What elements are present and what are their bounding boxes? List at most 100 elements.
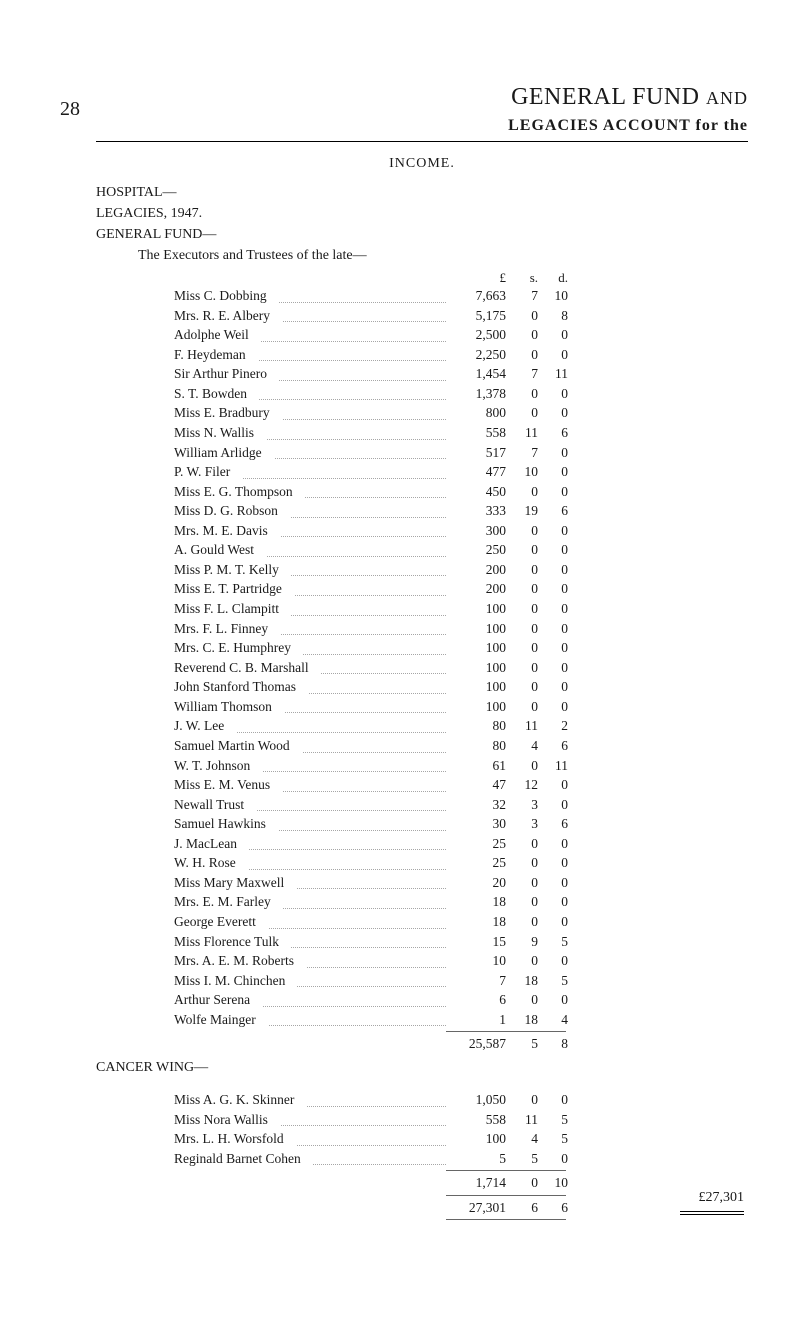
list-item: Mrs. M. E. Davis30000 [96, 521, 748, 541]
section-executors: The Executors and Trustees of the late— [138, 245, 748, 266]
list-item: S. T. Bowden1,37800 [96, 384, 748, 404]
title-suffix: AND [706, 88, 748, 108]
amount-shillings: 0 [512, 677, 542, 697]
amount-pounds: 800 [446, 403, 512, 423]
amount-shillings: 4 [512, 1129, 542, 1149]
item-label: Miss P. M. T. Kelly [96, 560, 446, 580]
item-label: S. T. Bowden [96, 384, 446, 404]
amount-shillings: 7 [512, 443, 542, 463]
amount-shillings: 0 [512, 599, 542, 619]
list-item: William Thomson10000 [96, 697, 748, 717]
amount-pounds: 1,454 [446, 364, 512, 384]
income-label: INCOME. [96, 156, 748, 172]
amount-pounds: 100 [446, 677, 512, 697]
amount-pounds: 558 [446, 1110, 512, 1130]
amount-shillings: 19 [512, 501, 542, 521]
item-label: Mrs. A. E. M. Roberts [96, 951, 446, 971]
list-item: Miss A. G. K. Skinner1,05000 [96, 1090, 748, 1110]
item-label: Wolfe Mainger [96, 1010, 446, 1030]
cancer-subtotal: 1,714 0 10 [96, 1173, 748, 1193]
amount-pence: 5 [542, 971, 568, 991]
list-item: Wolfe Mainger1184 [96, 1010, 748, 1030]
amount-shillings: 3 [512, 795, 542, 815]
amount-pence: 0 [542, 443, 568, 463]
item-label: J. MacLean [96, 834, 446, 854]
amount-pence: 6 [542, 423, 568, 443]
amount-pounds: 100 [446, 658, 512, 678]
item-label: Newall Trust [96, 795, 446, 815]
amount-shillings: 0 [512, 482, 542, 502]
amount-pounds: 25 [446, 853, 512, 873]
amount-pence: 0 [542, 892, 568, 912]
amount-pence: 11 [542, 364, 568, 384]
item-label: Miss A. G. K. Skinner [96, 1090, 446, 1110]
item-label: Miss E. Bradbury [96, 403, 446, 423]
amount-pence: 0 [542, 521, 568, 541]
amount-pounds: 61 [446, 756, 512, 776]
amount-shillings: 0 [512, 403, 542, 423]
list-item: Miss Nora Wallis558115 [96, 1110, 748, 1130]
item-label: P. W. Filer [96, 462, 446, 482]
amount-pounds: 1,378 [446, 384, 512, 404]
amount-pence: 11 [542, 756, 568, 776]
amount-pence: 0 [542, 560, 568, 580]
list-item: Mrs. L. H. Worsfold10045 [96, 1129, 748, 1149]
amount-pounds: 2,250 [446, 345, 512, 365]
amount-pounds: 27,301 [446, 1198, 512, 1218]
amount-pence: 0 [542, 638, 568, 658]
subtotal-rule [446, 1195, 566, 1196]
item-label: Miss D. G. Robson [96, 501, 446, 521]
list-item: Mrs. F. L. Finney10000 [96, 619, 748, 639]
amount-pounds: 10 [446, 951, 512, 971]
header-pence: d. [542, 270, 568, 286]
amount-pounds: 7,663 [446, 286, 512, 306]
item-label: A. Gould West [96, 540, 446, 560]
amount-shillings: 0 [512, 345, 542, 365]
amount-pence: 0 [542, 834, 568, 854]
amount-pounds: 25,587 [446, 1034, 512, 1054]
amount-shillings: 4 [512, 736, 542, 756]
item-label: Miss I. M. Chinchen [96, 971, 446, 991]
amount-shillings: 0 [512, 658, 542, 678]
item-label: Miss E. G. Thompson [96, 482, 446, 502]
amount-pence: 0 [542, 482, 568, 502]
amount-pence: 0 [542, 912, 568, 932]
item-label: Sir Arthur Pinero [96, 364, 446, 384]
amount-pence: 2 [542, 716, 568, 736]
list-item: Sir Arthur Pinero1,454711 [96, 364, 748, 384]
amount-pence: 8 [542, 306, 568, 326]
section-general-fund: GENERAL FUND— [96, 224, 748, 245]
amount-pence: 6 [542, 1198, 568, 1218]
item-label: Samuel Hawkins [96, 814, 446, 834]
amount-shillings: 0 [512, 834, 542, 854]
amount-shillings: 0 [512, 873, 542, 893]
list-item: W. H. Rose2500 [96, 853, 748, 873]
amount-pence: 0 [542, 677, 568, 697]
amount-pence: 6 [542, 501, 568, 521]
item-label: Miss Florence Tulk [96, 932, 446, 952]
list-item: Mrs. E. M. Farley1800 [96, 892, 748, 912]
amount-pounds: 1,714 [446, 1173, 512, 1193]
amount-pounds: 15 [446, 932, 512, 952]
item-label: J. W. Lee [96, 716, 446, 736]
item-label: Miss E. T. Partridge [96, 579, 446, 599]
list-item: Reginald Barnet Cohen550 [96, 1149, 748, 1169]
amount-shillings: 0 [512, 560, 542, 580]
amount-pounds: 80 [446, 716, 512, 736]
amount-pence: 0 [542, 775, 568, 795]
grand-total-label: £27,301 [699, 1190, 745, 1206]
list-item: Arthur Serena600 [96, 990, 748, 1010]
grand-total: 27,301 6 6 [96, 1198, 748, 1218]
amount-pence: 5 [542, 932, 568, 952]
legacies-subtotal: 25,587 5 8 [96, 1034, 748, 1054]
amount-pounds: 6 [446, 990, 512, 1010]
list-item: Miss E. Bradbury80000 [96, 403, 748, 423]
section-hospital: HOSPITAL— [96, 182, 748, 203]
title-main: GENERAL FUND [511, 84, 699, 110]
amount-pence: 0 [542, 462, 568, 482]
amount-pounds: 7 [446, 971, 512, 991]
item-label: Miss N. Wallis [96, 423, 446, 443]
amount-pence: 0 [542, 619, 568, 639]
list-item: Miss E. G. Thompson45000 [96, 482, 748, 502]
item-label: Mrs. C. E. Humphrey [96, 638, 446, 658]
